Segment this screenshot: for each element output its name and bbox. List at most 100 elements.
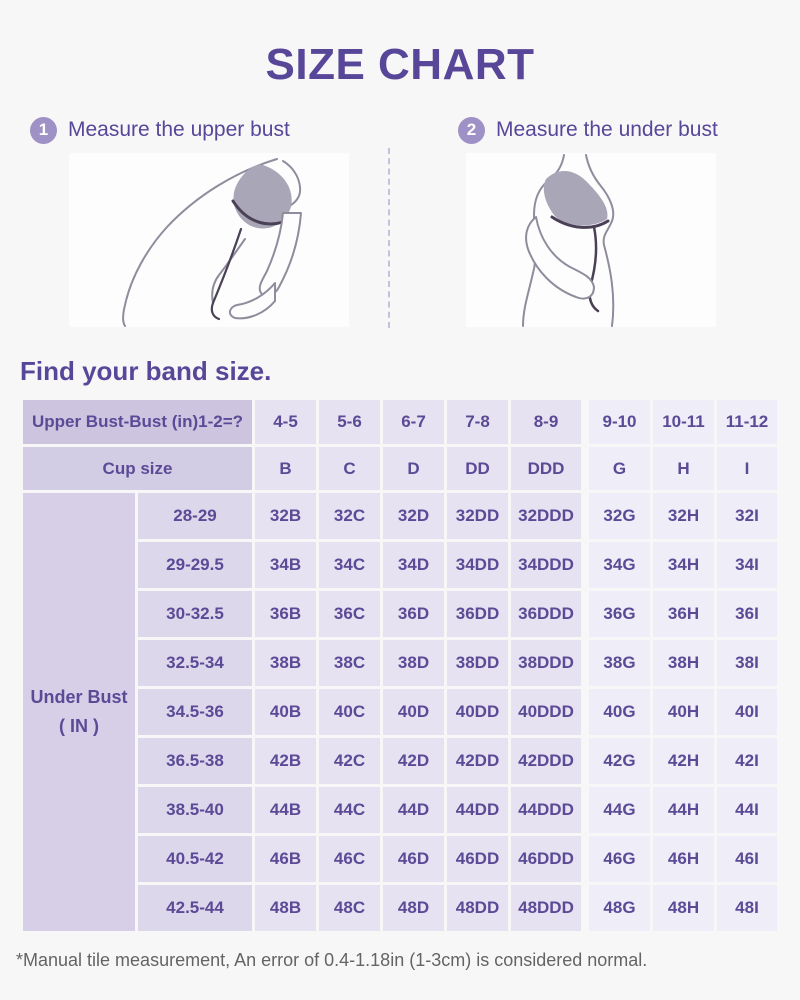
size-cell: 40DD xyxy=(447,689,508,735)
steps-divider xyxy=(388,148,390,328)
table-row: Under Bust( IN ) 28-29 32B 32C 32D 32DD 32DDD 3… xyxy=(23,493,777,931)
size-cell: 34B xyxy=(255,542,316,588)
step-under-bust: 2 Measure the under bust xyxy=(400,114,782,334)
bust-diff-value-cell: 10-11 xyxy=(653,400,714,444)
size-cell: 32DDD xyxy=(511,493,581,539)
size-cell: 34D xyxy=(383,542,444,588)
size-cell: 34DDD xyxy=(511,542,581,588)
bust-diff-value-cell: 11-12 xyxy=(717,400,777,444)
step-2-label: Measure the under bust xyxy=(496,118,718,141)
size-cell: 34H xyxy=(653,542,714,588)
column-gap xyxy=(584,400,586,444)
size-cell: 34DD xyxy=(447,542,508,588)
cup-size-value-cell: I xyxy=(717,447,777,490)
size-cell: 38DDD xyxy=(511,640,581,686)
size-cell: 36H xyxy=(653,591,714,637)
size-cell: 40G xyxy=(589,689,650,735)
size-cell: 40DDD xyxy=(511,689,581,735)
underbust-range-cell: 29-29.5 xyxy=(138,542,252,588)
under-bust-measure-figure-icon xyxy=(466,153,716,327)
under-bust-column-label: Under Bust ( IN ) xyxy=(23,493,135,931)
size-cell: 42D xyxy=(383,738,444,784)
size-cell: 42H xyxy=(653,738,714,784)
underbust-range-cell: 28-29 xyxy=(138,493,252,539)
cup-size-label: Cup size xyxy=(23,447,252,490)
column-gap xyxy=(584,591,586,637)
size-cell: 42B xyxy=(255,738,316,784)
size-cell: 44DDD xyxy=(511,787,581,833)
table-row: 34.5-36 40B 40C 40D 40DD 40DDD 40G 40H 40I xyxy=(23,689,777,735)
size-cell: 40B xyxy=(255,689,316,735)
size-cell: 46I xyxy=(717,836,777,882)
size-cell: 46B xyxy=(255,836,316,882)
page-title: SIZE CHART xyxy=(265,40,535,89)
underbust-range-cell: 40.5-42 xyxy=(138,836,252,882)
size-cell: 44C xyxy=(319,787,380,833)
table-row: 32.5-34 38B 38C 38D 38DD 38DDD 38G 38H 38I xyxy=(23,640,777,686)
size-cell: 48C xyxy=(319,885,380,931)
size-cell: 48DD xyxy=(447,885,508,931)
size-cell: 38H xyxy=(653,640,714,686)
underbust-range-cell: 30-32.5 xyxy=(138,591,252,637)
size-cell: 42C xyxy=(319,738,380,784)
size-cell: 34G xyxy=(589,542,650,588)
size-cell: 48H xyxy=(653,885,714,931)
measurement-footnote: *Manual tile measurement, An error of 0.… xyxy=(16,950,648,970)
size-cell: 46DD xyxy=(447,836,508,882)
size-cell: 46G xyxy=(589,836,650,882)
cup-size-value-cell: C xyxy=(319,447,380,490)
size-cell: 38C xyxy=(319,640,380,686)
column-gap xyxy=(584,689,586,735)
size-cell: 46H xyxy=(653,836,714,882)
column-gap xyxy=(584,836,586,882)
underbust-range-cell: 42.5-44 xyxy=(138,885,252,931)
cup-size-value-cell: G xyxy=(589,447,650,490)
size-cell: 34I xyxy=(717,542,777,588)
size-cell: 40C xyxy=(319,689,380,735)
bust-diff-value-cell: 7-8 xyxy=(447,400,508,444)
size-cell: 48DDD xyxy=(511,885,581,931)
size-cell: 36B xyxy=(255,591,316,637)
size-cell: 36D xyxy=(383,591,444,637)
step-2-header: 2 Measure the under bust xyxy=(400,114,782,146)
size-cell: 46C xyxy=(319,836,380,882)
size-cell: 48B xyxy=(255,885,316,931)
cup-size-value-cell: B xyxy=(255,447,316,490)
cup-size-value-cell: H xyxy=(653,447,714,490)
size-cell: 40I xyxy=(717,689,777,735)
column-gap xyxy=(584,447,586,490)
circled-2-badge-icon: 2 xyxy=(458,116,485,144)
size-cell: 38B xyxy=(255,640,316,686)
column-gap xyxy=(584,640,586,686)
size-cell: 48I xyxy=(717,885,777,931)
underbust-range-cell: 36.5-38 xyxy=(138,738,252,784)
underbust-range-cell: 34.5-36 xyxy=(138,689,252,735)
table-row: 38.5-40 44B 44C 44D 44DD 44DDD 44G 44H 44I xyxy=(23,787,777,833)
size-cell: 44I xyxy=(717,787,777,833)
cup-size-value-cell: DDD xyxy=(511,447,581,490)
size-cell: 36G xyxy=(589,591,650,637)
table-header-row-cup-size: Cup size B C D DD DDD G H I xyxy=(23,447,777,490)
size-cell: 36DDD xyxy=(511,591,581,637)
size-cell: 34C xyxy=(319,542,380,588)
size-cell: 38D xyxy=(383,640,444,686)
table-row: 29-29.5 34B 34C 34D 34DD 34DDD 34G 34H 34I xyxy=(23,542,777,588)
size-cell: 38DD xyxy=(447,640,508,686)
size-cell: 32B xyxy=(255,493,316,539)
size-cell: 48D xyxy=(383,885,444,931)
cup-size-value-cell: DD xyxy=(447,447,508,490)
size-cell: 36I xyxy=(717,591,777,637)
size-cell: 40D xyxy=(383,689,444,735)
size-cell: 32D xyxy=(383,493,444,539)
bust-diff-value-cell: 9-10 xyxy=(589,400,650,444)
under-bust-label-line2: ( IN ) xyxy=(59,716,99,736)
column-gap xyxy=(584,885,586,931)
size-cell: 32DD xyxy=(447,493,508,539)
size-cell: 32H xyxy=(653,493,714,539)
size-cell: 42G xyxy=(589,738,650,784)
size-cell: 44G xyxy=(589,787,650,833)
cup-size-value-cell: D xyxy=(383,447,444,490)
under-bust-label-line1: Under Bust xyxy=(30,687,128,708)
size-cell: 42DD xyxy=(447,738,508,784)
step-1-header: 1 Measure the upper bust xyxy=(18,114,400,146)
